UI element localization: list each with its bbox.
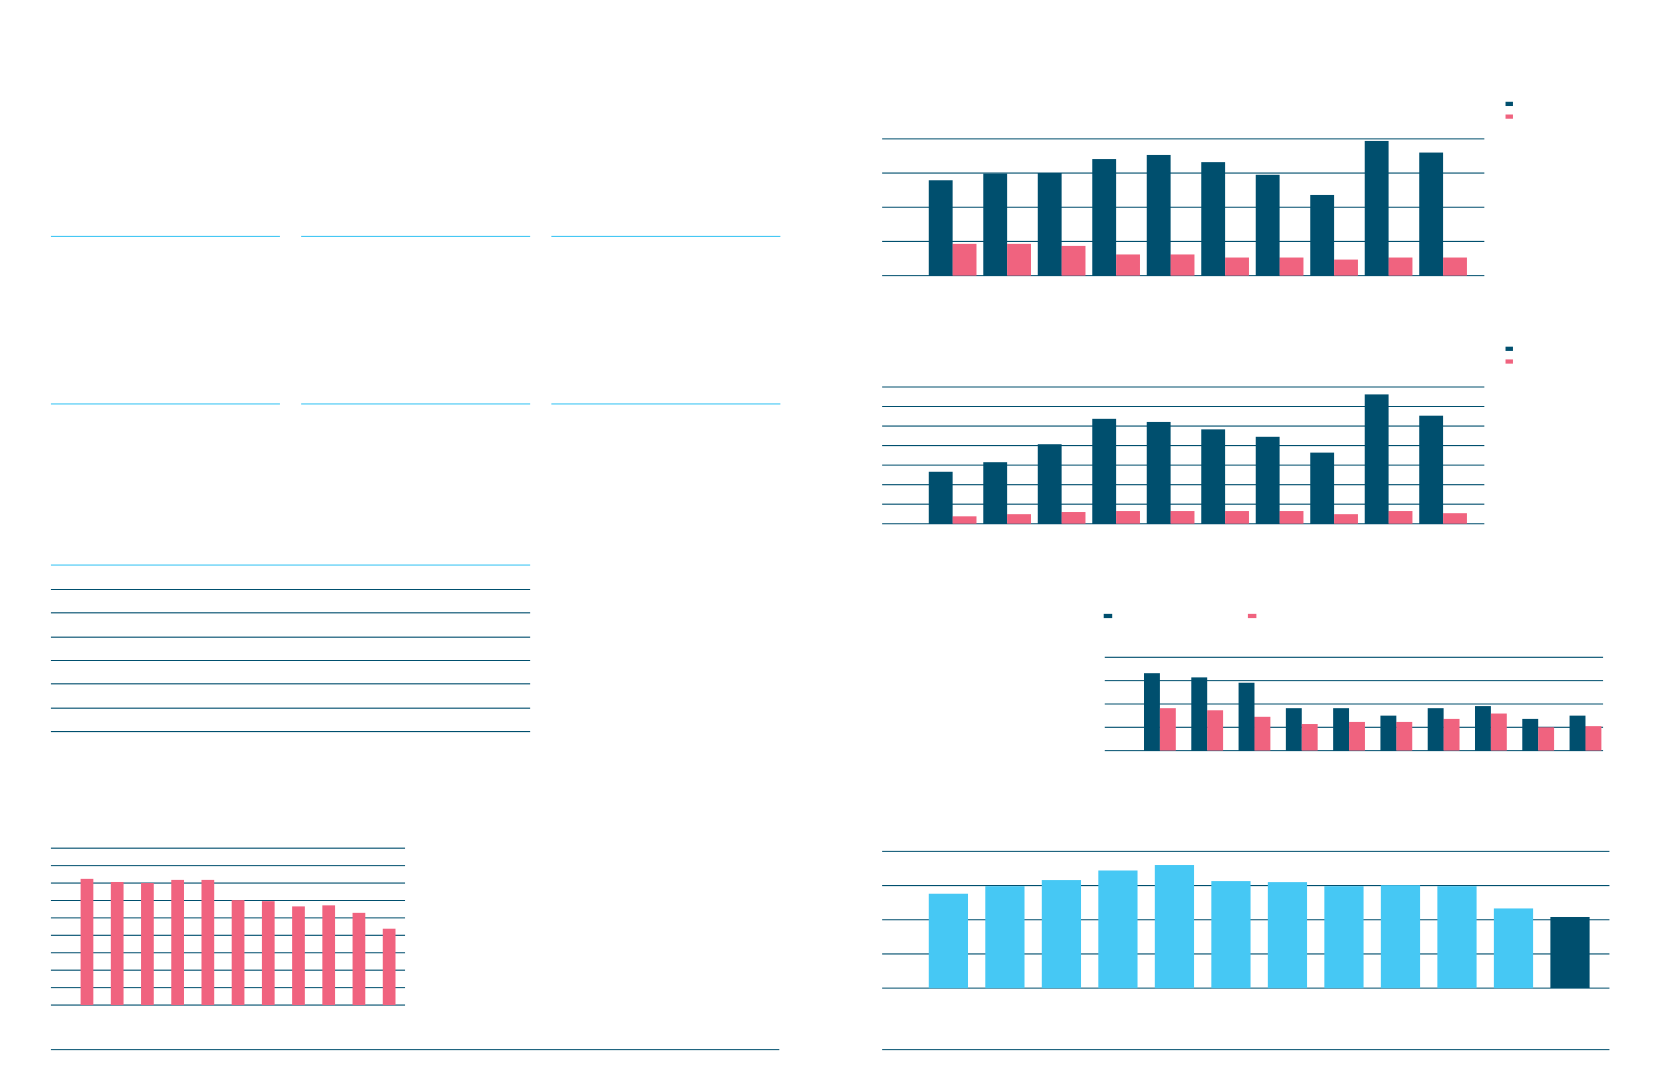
bar <box>1419 152 1444 276</box>
bar <box>928 471 953 524</box>
bar <box>1279 257 1304 276</box>
bar <box>1007 243 1031 276</box>
bar <box>1324 886 1364 989</box>
bar <box>1437 886 1477 989</box>
bar <box>1170 511 1195 524</box>
bar <box>1037 444 1062 524</box>
bar <box>983 462 1008 524</box>
bar <box>1159 708 1176 751</box>
bar <box>171 879 184 1006</box>
bar <box>1255 436 1280 524</box>
bar <box>1301 724 1318 751</box>
bar <box>382 928 396 1006</box>
bar <box>1254 716 1271 751</box>
bar <box>1279 511 1304 524</box>
bar <box>1334 259 1358 276</box>
bar <box>1474 706 1491 751</box>
bar <box>1396 721 1413 751</box>
bar <box>1238 682 1255 751</box>
bar <box>1092 418 1117 524</box>
bar <box>1146 421 1171 524</box>
legend-swatch <box>1247 613 1257 619</box>
bar <box>1364 140 1389 276</box>
bar <box>141 883 154 1006</box>
bar <box>1443 718 1460 751</box>
bar <box>322 905 336 1006</box>
bar <box>1201 429 1226 524</box>
bar <box>261 901 275 1006</box>
bar <box>1116 254 1140 276</box>
bar <box>928 180 953 276</box>
bar <box>1443 513 1467 524</box>
bar <box>1144 673 1160 751</box>
bar <box>1041 880 1082 989</box>
legend-swatch <box>1505 359 1513 364</box>
bar <box>352 912 366 1006</box>
bar <box>1569 715 1586 751</box>
bar <box>1419 415 1444 524</box>
bar <box>1333 708 1350 751</box>
bar <box>1007 514 1031 524</box>
bar <box>952 243 977 276</box>
bar <box>1191 677 1208 751</box>
bar <box>985 886 1025 989</box>
bar <box>928 893 969 989</box>
bar <box>1427 708 1444 751</box>
legend-swatch <box>1505 346 1513 351</box>
legend-swatch <box>1103 613 1113 619</box>
bar <box>1334 514 1358 524</box>
bar <box>952 516 977 524</box>
bar <box>1225 511 1249 524</box>
bar <box>1310 194 1335 276</box>
legend-swatch <box>1505 114 1513 119</box>
bar <box>1310 452 1335 524</box>
bar <box>1349 721 1365 751</box>
bar <box>292 906 305 1006</box>
bar <box>1585 726 1602 751</box>
bar <box>110 881 124 1006</box>
bar <box>1550 916 1590 989</box>
bar <box>1207 710 1224 751</box>
bar <box>1098 870 1138 989</box>
bar <box>1388 257 1413 276</box>
bar <box>1061 512 1086 524</box>
legend-swatch <box>1505 101 1513 107</box>
bar <box>1364 394 1389 524</box>
bar <box>1225 257 1249 276</box>
layout-rules <box>50 235 1610 1051</box>
bar <box>1201 162 1226 276</box>
bar <box>80 878 94 1006</box>
bar <box>1061 245 1086 276</box>
bar <box>1443 257 1467 276</box>
bar <box>1490 713 1507 751</box>
bar <box>1255 174 1280 276</box>
bar <box>1267 882 1308 989</box>
bar <box>1092 159 1117 276</box>
bar <box>1037 173 1062 276</box>
bar <box>983 173 1008 276</box>
bar <box>1388 511 1413 524</box>
bar <box>1170 254 1195 276</box>
bar <box>1522 718 1539 751</box>
bar <box>1538 727 1555 751</box>
bar <box>1380 885 1421 989</box>
bar <box>1493 908 1534 989</box>
bar <box>1154 865 1195 989</box>
bar <box>1146 154 1171 276</box>
bar <box>1380 715 1397 751</box>
bar <box>1211 881 1251 989</box>
bar <box>231 900 245 1006</box>
bar <box>1116 511 1140 524</box>
bar <box>1285 708 1302 751</box>
bar <box>201 879 215 1006</box>
